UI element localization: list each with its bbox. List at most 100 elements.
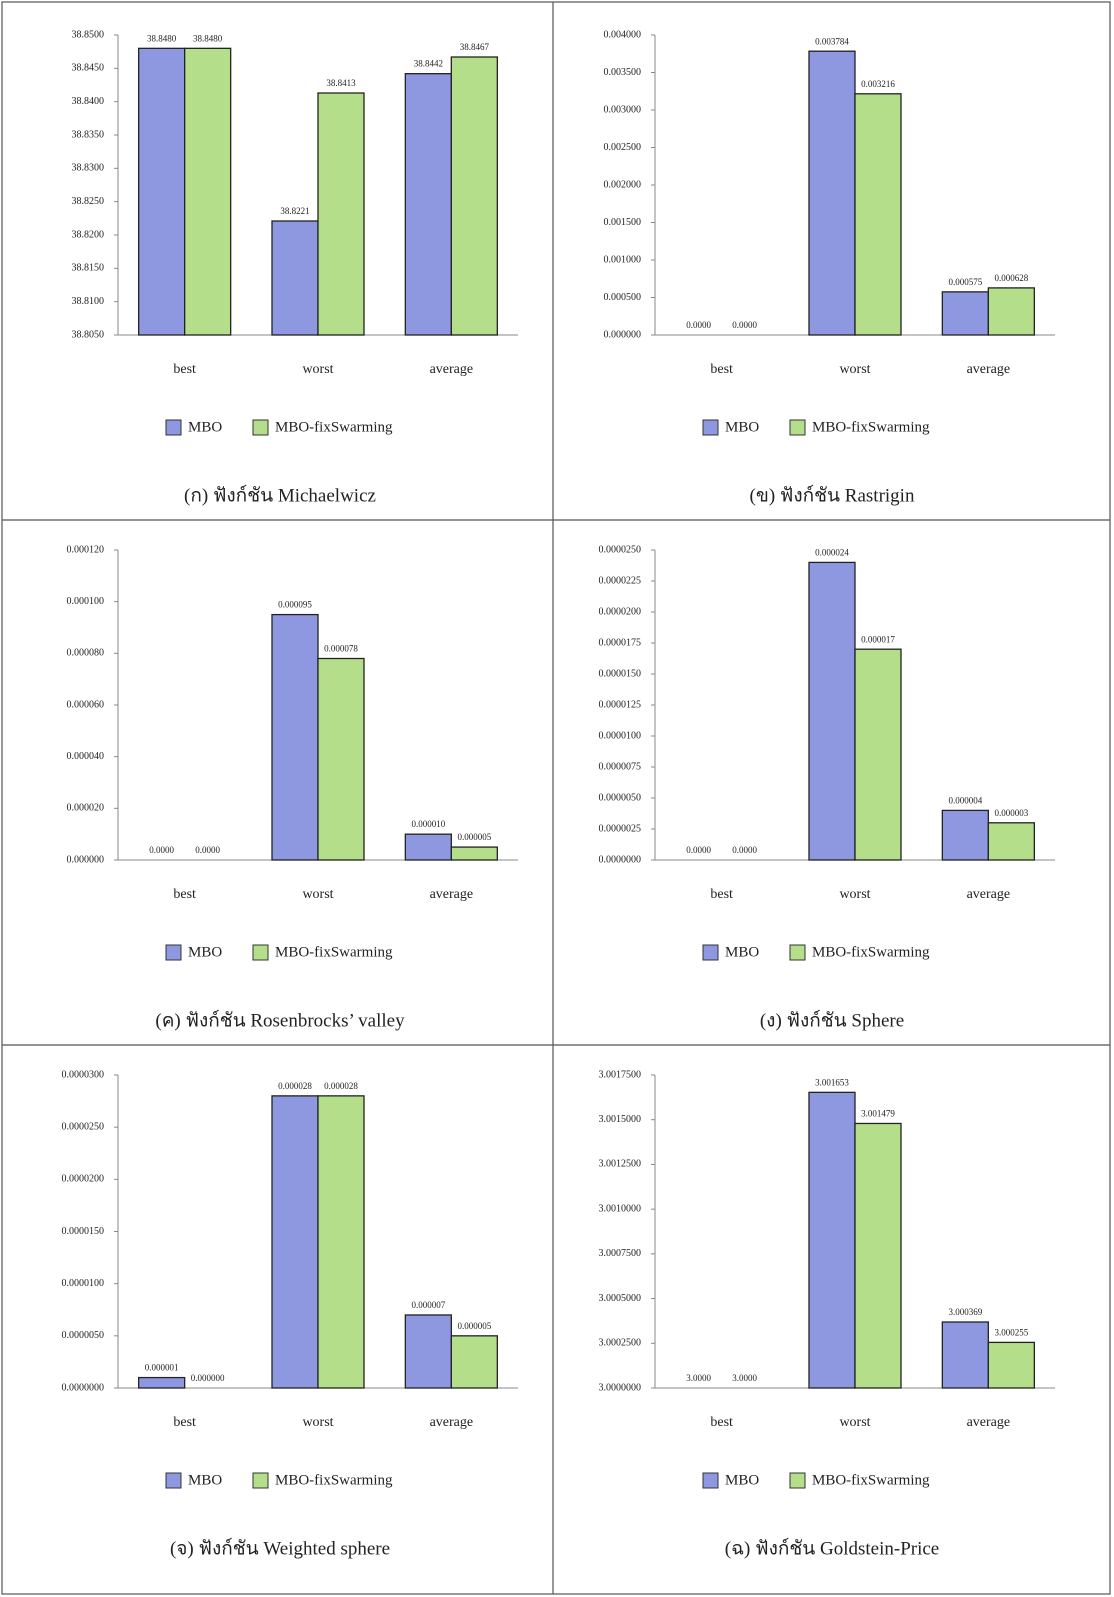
y-tick-label: 0.002000 [604, 179, 642, 190]
y-tick-label: 0.0000000 [599, 854, 642, 865]
bar [854, 1122, 902, 1389]
value-label: 3.0000 [732, 1373, 757, 1383]
x-tick-label: worst [839, 1415, 870, 1430]
x-tick-label: worst [839, 362, 870, 377]
value-label: 0.003216 [861, 79, 895, 89]
legend-label: MBO [725, 944, 759, 960]
x-tick-label: average [430, 362, 474, 377]
value-label: 0.000003 [994, 808, 1028, 818]
value-label: 0.000095 [278, 600, 312, 610]
value-label: 0.000000 [191, 1373, 225, 1383]
y-tick-label: 38.8300 [72, 163, 105, 174]
bar [404, 833, 452, 861]
y-tick-label: 3.0007500 [599, 1248, 642, 1259]
value-label: 38.8442 [414, 59, 443, 69]
bar [987, 1341, 1035, 1389]
x-tick-label: worst [839, 887, 870, 902]
y-tick-label: 3.0017500 [599, 1069, 642, 1080]
y-tick-label: 0.000020 [67, 803, 105, 814]
legend-swatch [789, 1472, 806, 1489]
y-tick-label: 0.002500 [604, 142, 642, 153]
y-tick-label: 0.0000000 [62, 1382, 105, 1393]
bar [184, 47, 232, 336]
chart-caption: (ก) ฟังก์ชัน Michaelwicz [184, 484, 376, 506]
chart-caption: (ค) ฟังก์ชัน Rosenbrocks’ valley [155, 1009, 405, 1031]
x-tick-label: best [173, 887, 196, 902]
y-tick-label: 0.0000050 [599, 792, 642, 803]
legend-label: MBO-fixSwarming [275, 944, 393, 960]
legend-swatch [789, 944, 806, 961]
y-tick-label: 0.000080 [67, 648, 105, 659]
value-label: 0.0000 [149, 845, 174, 855]
value-label: 0.0000 [732, 845, 757, 855]
bar [987, 287, 1035, 336]
value-label: 0.000005 [457, 1321, 491, 1331]
bar [450, 846, 498, 861]
legend-label: MBO-fixSwarming [812, 1472, 930, 1488]
y-tick-label: 0.0000200 [62, 1174, 105, 1185]
bar [854, 93, 902, 336]
value-label: 0.000628 [994, 273, 1028, 283]
y-tick-label: 0.0000100 [599, 730, 642, 741]
legend-swatch [702, 1472, 719, 1489]
value-label: 0.003784 [815, 36, 849, 46]
y-tick-label: 3.0010000 [599, 1203, 642, 1214]
y-tick-label: 3.0012500 [599, 1159, 642, 1170]
value-label: 0.0000 [686, 320, 711, 330]
bar [854, 648, 902, 861]
value-label: 0.0000 [195, 845, 220, 855]
y-tick-label: 3.0000000 [599, 1382, 642, 1393]
y-tick-label: 0.0000125 [599, 699, 642, 710]
y-tick-label: 0.0000075 [599, 761, 642, 772]
x-tick-label: average [430, 1415, 474, 1430]
chart-caption: (ฉ) ฟังก์ชัน Goldstein-Price [725, 1537, 939, 1559]
x-tick-label: average [967, 1415, 1011, 1430]
value-label: 0.000024 [815, 547, 849, 557]
y-tick-label: 0.000000 [604, 329, 642, 340]
value-label: 38.8413 [326, 78, 356, 88]
x-tick-label: worst [302, 887, 333, 902]
y-tick-label: 38.8050 [72, 329, 105, 340]
y-tick-label: 0.0000300 [62, 1069, 105, 1080]
bar [808, 1091, 856, 1389]
x-tick-label: average [430, 887, 474, 902]
y-tick-label: 0.000000 [67, 854, 105, 865]
y-tick-label: 38.8250 [72, 196, 105, 207]
bar [317, 657, 365, 861]
value-label: 38.8480 [147, 33, 177, 43]
legend-swatch [165, 1472, 182, 1489]
legend-label: MBO [188, 944, 222, 960]
y-tick-label: 3.0005000 [599, 1293, 642, 1304]
bar [317, 92, 365, 336]
y-tick-label: 0.000100 [67, 596, 105, 607]
value-label: 0.000078 [324, 644, 358, 654]
y-tick-label: 3.0002500 [599, 1338, 642, 1349]
y-tick-label: 0.0000250 [62, 1121, 105, 1132]
bar [271, 220, 319, 336]
value-label: 0.000007 [411, 1300, 445, 1310]
bar [271, 613, 319, 861]
value-label: 38.8467 [460, 42, 490, 52]
legend-label: MBO-fixSwarming [812, 419, 930, 435]
y-tick-label: 0.0000050 [62, 1330, 105, 1341]
legend-label: MBO-fixSwarming [812, 944, 930, 960]
legend-swatch [165, 419, 182, 436]
bar [808, 50, 856, 336]
y-tick-label: 38.8150 [72, 263, 105, 274]
y-tick-label: 0.0000200 [599, 606, 642, 617]
y-tick-label: 0.0000025 [599, 823, 642, 834]
legend-label: MBO [725, 1472, 759, 1488]
x-tick-label: worst [302, 1415, 333, 1430]
legend-label: MBO-fixSwarming [275, 419, 393, 435]
bar [941, 291, 989, 336]
x-tick-label: average [967, 362, 1011, 377]
value-label: 3.001653 [815, 1077, 849, 1087]
y-tick-label: 38.8500 [72, 29, 105, 40]
value-label: 0.000005 [457, 832, 491, 842]
legend-label: MBO [725, 419, 759, 435]
y-tick-label: 0.004000 [604, 29, 642, 40]
legend-label: MBO [188, 1472, 222, 1488]
value-label: 0.000575 [948, 277, 982, 287]
